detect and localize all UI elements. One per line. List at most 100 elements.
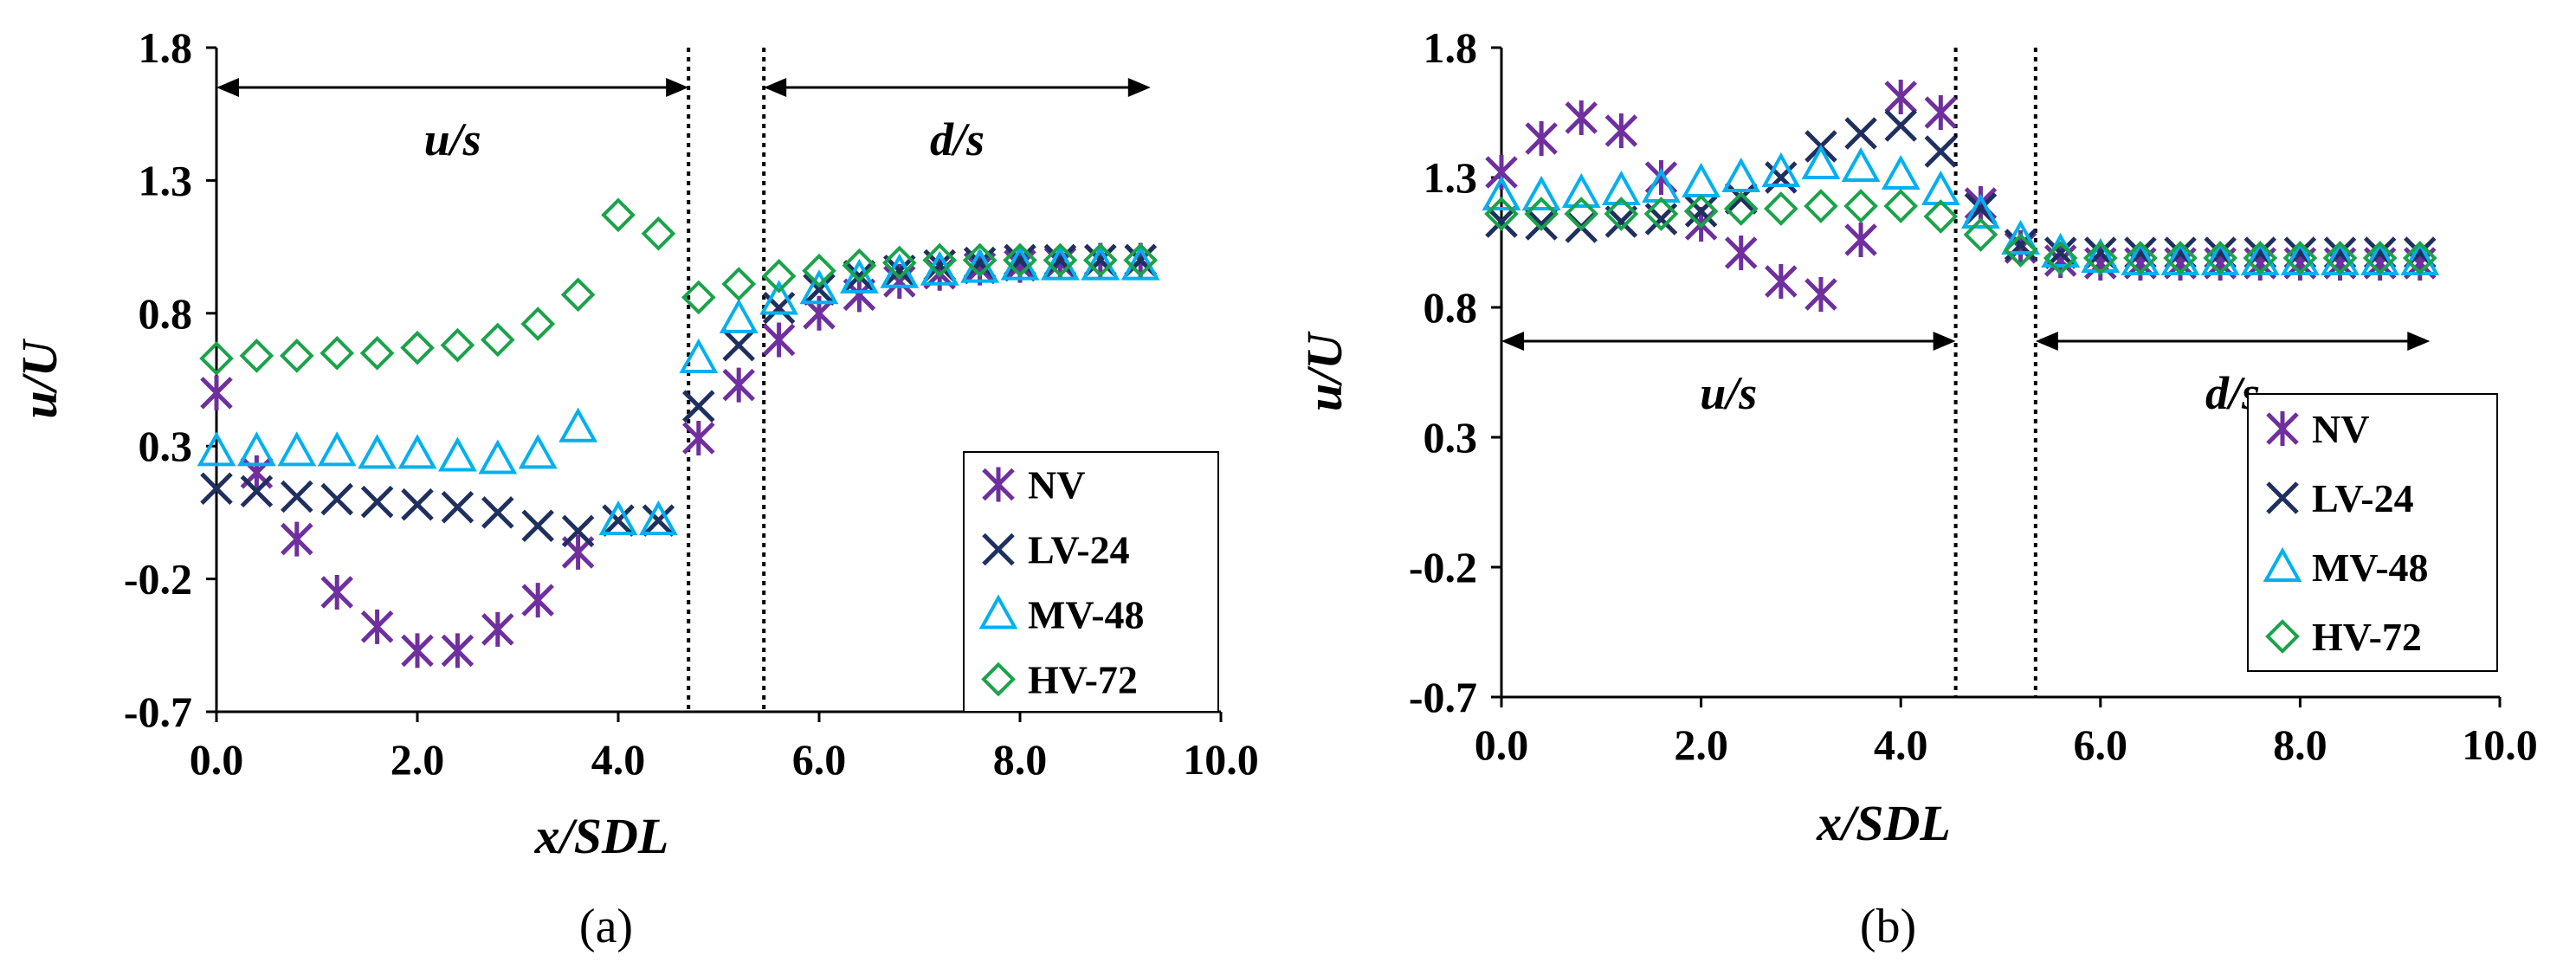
- data-point: [682, 420, 715, 455]
- y-tick-label: 1.8: [139, 23, 193, 72]
- data-point: [481, 611, 514, 647]
- legend-label: MV-48: [1028, 593, 1145, 637]
- data-point: [1123, 242, 1159, 278]
- data-point: [1723, 191, 1759, 226]
- data-point: [1764, 191, 1798, 226]
- data-point: [521, 583, 554, 618]
- x-tick-label: 0.0: [190, 735, 244, 784]
- x-tick-label: 2.0: [1674, 720, 1728, 769]
- x-tick-label: 0.0: [1475, 720, 1529, 769]
- y-tick-label: 1.3: [139, 156, 193, 204]
- y-tick-label: -0.2: [1409, 543, 1477, 591]
- data-point: [1601, 170, 1641, 205]
- legend-marker-mv-48: [978, 594, 1018, 629]
- arrow-head-left-icon: [1501, 332, 1524, 351]
- data-point: [317, 431, 357, 467]
- data-point: [799, 269, 839, 305]
- data-point: [200, 472, 233, 506]
- x-tick-label: 10.0: [2462, 720, 2538, 769]
- legend-label: MV-48: [2312, 546, 2429, 590]
- data-point: [1040, 245, 1080, 281]
- data-point: [199, 341, 234, 376]
- data-point: [518, 434, 558, 469]
- data-point: [922, 242, 958, 278]
- y-tick-label: 0.3: [139, 422, 193, 470]
- data-point: [401, 633, 434, 668]
- arrow-head-right-icon: [2407, 332, 2431, 351]
- arrow-head-right-icon: [666, 78, 689, 98]
- region-label-upstream: u/s: [1700, 367, 1757, 419]
- data-point: [1684, 195, 1718, 228]
- x-tick-label: 4.0: [591, 735, 646, 784]
- data-point: [803, 273, 836, 306]
- data-point: [1724, 182, 1758, 215]
- y-tick-label: 1.3: [1424, 153, 1478, 202]
- series-nv: [1485, 80, 2437, 312]
- data-point: [401, 487, 434, 521]
- arrow-head-right-icon: [1933, 332, 1956, 351]
- legend-label: NV: [1028, 463, 1085, 507]
- data-point: [320, 574, 353, 610]
- panel-label: (b): [1860, 900, 1916, 953]
- data-point: [881, 245, 917, 281]
- data-point: [277, 431, 317, 467]
- data-point: [360, 485, 394, 519]
- data-point: [320, 482, 353, 516]
- region-label-upstream: u/s: [424, 113, 481, 165]
- x-tick-label: 2.0: [391, 735, 445, 784]
- data-point: [1924, 95, 1958, 130]
- x-tick-label: 4.0: [1874, 720, 1928, 769]
- data-point: [843, 260, 876, 293]
- data-point: [2402, 241, 2437, 275]
- y-tick-label: 0.3: [1424, 413, 1478, 462]
- y-axis-label: u/U: [1296, 331, 1353, 411]
- data-point: [1924, 135, 1958, 168]
- data-point: [1482, 175, 1521, 210]
- data-point: [200, 375, 233, 410]
- data-point: [761, 259, 797, 294]
- x-tick-label: 8.0: [2273, 720, 2327, 769]
- data-point: [2001, 219, 2040, 255]
- chart-panel-a: -0.7 -0.2 0.3 0.8 1.3 1.8 0.0 2.0 4.0 6.0 8.0 10.0 x…: [11, 23, 1259, 953]
- data-point: [397, 434, 437, 469]
- data-point: [236, 431, 276, 467]
- legend-marker-hv-72: [981, 662, 1016, 697]
- data-point: [441, 490, 475, 524]
- data-point: [2362, 241, 2398, 275]
- data-point: [1485, 155, 1518, 190]
- legend-label: LV-24: [2312, 476, 2414, 520]
- data-point: [2163, 241, 2198, 275]
- data-point: [1883, 189, 1919, 223]
- data-point: [719, 298, 759, 333]
- data-point: [1000, 245, 1040, 281]
- data-point: [1082, 242, 1118, 278]
- data-point: [638, 500, 678, 536]
- data-point: [400, 330, 435, 365]
- data-point: [1525, 208, 1558, 241]
- x-tick-label: 8.0: [993, 735, 1048, 784]
- data-point: [1120, 245, 1160, 281]
- data-point: [762, 322, 796, 358]
- data-point: [1564, 197, 1599, 231]
- data-point: [1485, 205, 1518, 238]
- x-axis-label: x/SDL: [1816, 795, 1951, 851]
- data-point: [1761, 152, 1801, 187]
- legend-marker-hv-72: [2265, 619, 2300, 654]
- data-point: [521, 509, 554, 543]
- data-point: [1561, 172, 1601, 208]
- legend-label: HV-72: [1028, 658, 1138, 702]
- data-point: [1844, 117, 1877, 150]
- data-point: [1043, 242, 1078, 278]
- legend-label: HV-72: [2312, 615, 2422, 659]
- y-tick-label: 0.8: [1424, 283, 1478, 332]
- data-point: [558, 407, 598, 442]
- y-tick-label: 0.8: [139, 289, 193, 338]
- data-point: [240, 455, 274, 490]
- legend: NV LV-24 MV-48 HV-72: [963, 451, 1219, 713]
- data-point: [839, 258, 879, 294]
- data-point: [1524, 197, 1559, 231]
- data-point: [2082, 241, 2118, 275]
- data-point: [441, 633, 475, 668]
- y-tick-label: -0.2: [124, 555, 192, 604]
- arrow-head-right-icon: [1127, 78, 1151, 98]
